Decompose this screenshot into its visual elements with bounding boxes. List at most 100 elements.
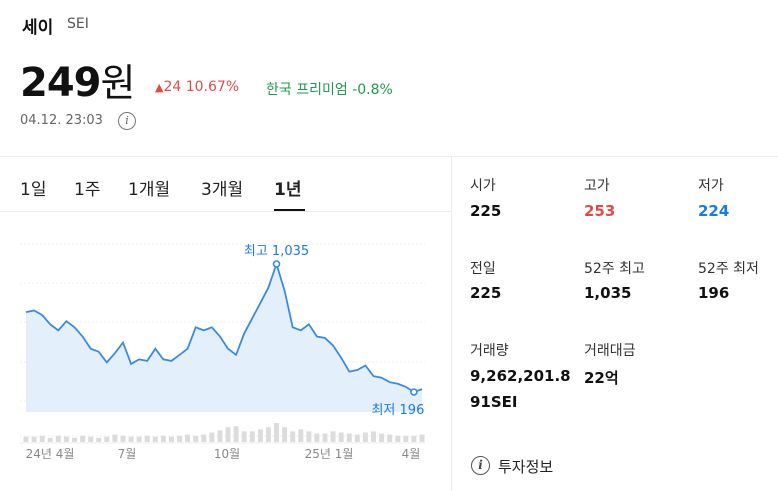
change-text: 24 10.67% — [163, 79, 240, 95]
stat-trade-amount-value: 22억 — [584, 369, 619, 387]
volume-bar — [120, 435, 126, 442]
volume-bar — [201, 434, 207, 442]
volume-bar — [55, 435, 61, 442]
timestamp: 04.12. 23:03 — [20, 113, 103, 128]
stat-52w-high-value: 1,035 — [584, 284, 632, 302]
stat-52w-high-label: 52주 최고 — [584, 261, 645, 277]
stat-52w-low-label: 52주 최저 — [698, 261, 759, 277]
volume-bar — [88, 436, 94, 442]
volume-bar — [112, 434, 118, 442]
volume-bar — [128, 436, 134, 442]
x-axis-label: 10월 — [214, 447, 240, 461]
stat-high-value: 253 — [584, 202, 616, 220]
volume-bar — [346, 433, 352, 442]
divider-vertical — [451, 156, 452, 491]
stat-prev-label: 전일 — [470, 261, 496, 277]
volume-bar — [144, 435, 150, 442]
volume-bar — [265, 427, 271, 442]
price-change: ▲24 10.67% — [155, 79, 239, 95]
volume-bar — [290, 431, 296, 442]
price-unit: 원 — [100, 61, 136, 105]
tab-1m[interactable]: 1개월 — [128, 180, 171, 200]
volume-bar — [209, 432, 215, 442]
up-arrow-icon: ▲ — [155, 81, 164, 94]
current-price: 249원 — [20, 52, 136, 107]
stat-volume-label: 거래량 — [470, 343, 509, 359]
volume-bar — [322, 433, 328, 442]
tab-1d[interactable]: 1일 — [20, 180, 47, 200]
volume-bar — [314, 433, 320, 442]
info-icon[interactable]: i — [118, 112, 136, 130]
stat-volume-value-cont: 91SEI — [470, 393, 518, 411]
volume-bar — [39, 435, 45, 442]
volume-bar — [241, 431, 247, 442]
volume-bar — [419, 434, 425, 442]
price-line — [25, 261, 423, 393]
x-axis-label: 24년 4월 — [26, 447, 75, 461]
volume-bar — [225, 427, 231, 442]
asset-name: 세이 — [22, 18, 54, 38]
volume-bar — [282, 427, 288, 442]
stat-volume-value: 9,262,201.8 — [470, 367, 571, 385]
volume-bar — [403, 435, 409, 442]
volume-bar — [274, 423, 279, 442]
min-label: 최저 196 — [371, 403, 424, 418]
active-tab-indicator — [274, 209, 305, 211]
x-axis-label: 4월 — [402, 447, 421, 461]
invest-info-link[interactable]: 투자정보 — [498, 458, 554, 476]
korea-premium: 한국 프리미엄 -0.8% — [266, 82, 393, 98]
volume-bar — [362, 432, 368, 442]
volume-bar — [72, 437, 77, 442]
volume-bar — [185, 434, 191, 442]
volume-bar — [23, 436, 29, 442]
volume-bar — [136, 436, 142, 442]
price-chart[interactable]: 24년 4월 7월 10월 25년 1월 4월 최고 1,035 최저 196 — [0, 212, 451, 491]
volume-bar — [31, 436, 37, 442]
volume-bar — [371, 431, 376, 442]
x-axis-label: 25년 1월 — [305, 447, 354, 461]
volume-bar — [193, 435, 199, 442]
volume-bar — [411, 435, 417, 442]
stat-trade-amount-label: 거래대금 — [584, 343, 636, 359]
stat-52w-low-value: 196 — [698, 284, 730, 302]
max-label: 최고 1,035 — [244, 244, 309, 259]
price-area-fill — [26, 264, 422, 412]
volume-bar — [354, 434, 360, 442]
volume-bar — [330, 431, 336, 442]
divider-horizontal — [0, 156, 778, 157]
volume-bar — [387, 434, 393, 442]
stat-open-label: 시가 — [470, 178, 496, 194]
volume-bar — [169, 436, 174, 442]
volume-bar — [257, 429, 263, 442]
volume-bar — [298, 429, 304, 442]
max-marker — [272, 260, 281, 268]
tab-3m[interactable]: 3개월 — [201, 180, 244, 200]
volume-bar — [47, 437, 53, 442]
min-marker — [410, 388, 418, 396]
volume-bar — [63, 436, 69, 442]
stat-prev-value: 225 — [470, 284, 502, 302]
volume-bar — [160, 435, 166, 442]
volume-bar — [249, 431, 255, 442]
x-axis-labels: 24년 4월 7월 10월 25년 1월 4월 — [26, 447, 421, 461]
volume-bar — [233, 426, 239, 442]
volume-bar — [338, 432, 344, 442]
stat-open-value: 225 — [470, 202, 502, 220]
stat-low-value: 224 — [698, 202, 730, 220]
volume-bar — [217, 430, 223, 442]
stat-high-label: 고가 — [584, 178, 610, 194]
stat-low-label: 저가 — [698, 178, 724, 194]
volume-bar — [395, 435, 401, 442]
tab-1y[interactable]: 1년 — [274, 180, 302, 200]
asset-symbol: SEI — [67, 16, 89, 32]
tab-1w[interactable]: 1주 — [74, 180, 101, 200]
info-icon[interactable]: i — [471, 456, 490, 475]
volume-bar — [379, 433, 385, 442]
volume-bar — [177, 435, 183, 442]
volume-bar — [80, 435, 86, 442]
x-axis-label: 7월 — [118, 447, 137, 461]
volume-bar — [96, 437, 102, 442]
volume-bar — [306, 431, 312, 442]
price-number: 249 — [20, 60, 101, 106]
tabs-divider — [0, 211, 451, 212]
